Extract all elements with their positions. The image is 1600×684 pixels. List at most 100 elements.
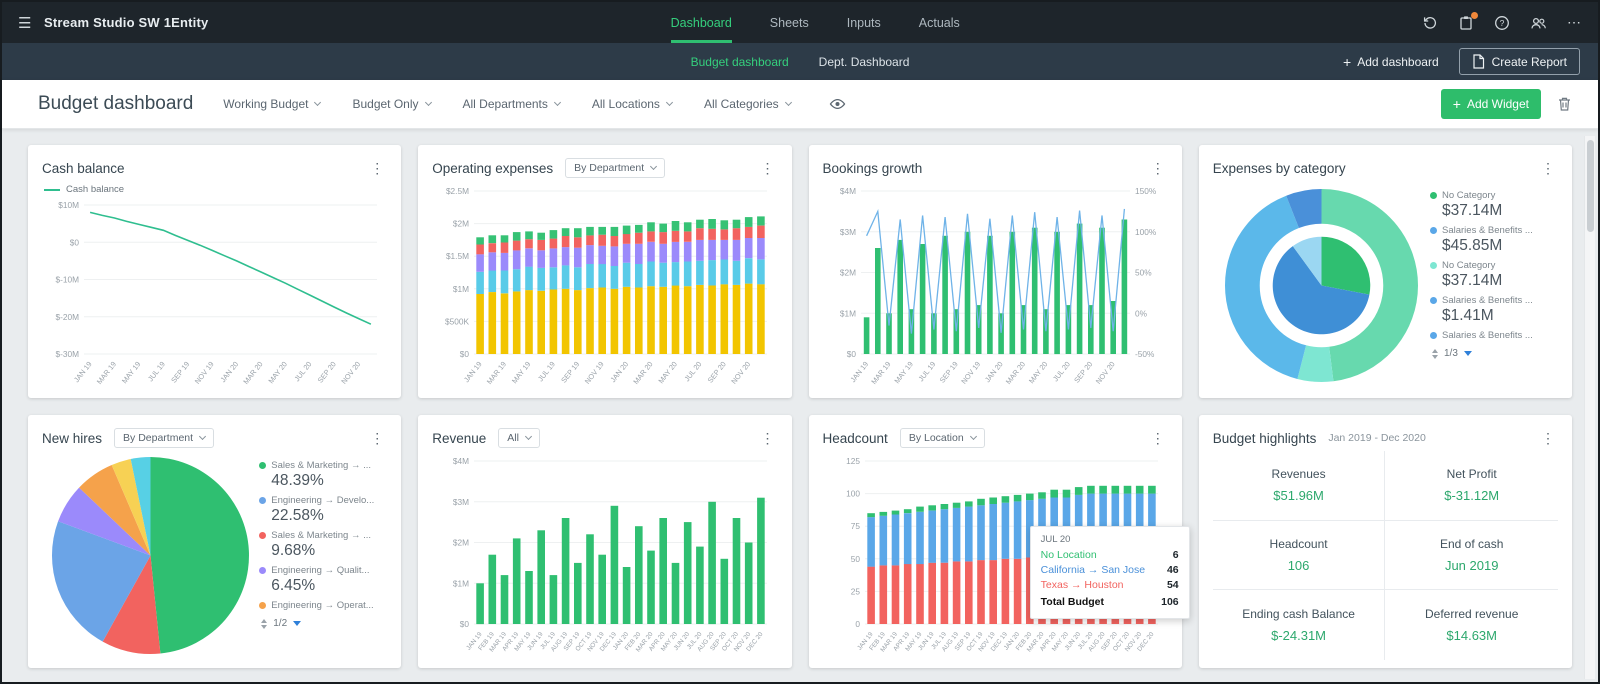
svg-text:$3M: $3M [839,227,855,237]
svg-text:MAR 20: MAR 20 [632,360,655,386]
filter-version[interactable]: Working Budget [223,97,322,111]
metric-value: Jun 2019 [1444,557,1499,573]
metric-label: Revenues [1271,467,1326,482]
notifications-icon[interactable] [1458,11,1478,31]
legend-item[interactable]: Engineering → Develo... 22.58% [259,490,387,525]
bookings-growth-combo-chart[interactable]: $4M $3M $2M $1M $0 150% 100% 50% 0% -50% JAN 19 MAR… [823,181,1168,390]
svg-text:?: ? [1500,18,1505,28]
svg-text:SEP 20: SEP 20 [1072,360,1094,385]
expenses-donut-chart[interactable] [1213,181,1430,390]
filter-label: Working Budget [223,97,309,111]
widget-expenses-by-category: Expenses by category ⋮ No Category $37.1… [1198,145,1572,398]
widget-header: Bookings growth ⋮ [823,155,1168,181]
filter-budget-only[interactable]: Budget Only [352,97,432,111]
kebab-menu-icon[interactable]: ⋮ [760,429,775,446]
menu-icon[interactable]: ☰ [18,14,32,32]
dimension-select[interactable]: By Location [899,428,985,448]
trash-icon[interactable] [1557,96,1572,112]
svg-text:JAN 20: JAN 20 [218,360,240,384]
add-dashboard-button[interactable]: + Add dashboard [1343,55,1439,69]
filter-label: Budget Only [352,97,419,111]
dimension-select[interactable]: All [498,428,540,448]
svg-text:25: 25 [850,586,860,596]
legend-dot [1430,262,1437,269]
legend-item[interactable]: Salaries & Benefits ... $45.85M [1430,220,1558,255]
kebab-menu-icon[interactable]: ⋮ [1541,429,1555,446]
svg-text:JUL 20: JUL 20 [1050,360,1071,384]
kebab-menu-icon[interactable]: ⋮ [370,429,385,446]
dimension-select[interactable]: By Department [114,428,215,448]
widget-title: New hires [42,430,103,446]
legend-item[interactable]: Sales & Marketing → ... 48.39% [259,455,387,490]
new-hires-pie-chart[interactable] [42,451,259,660]
visibility-eye-icon[interactable] [829,96,846,112]
svg-text:$2M: $2M [839,268,855,278]
legend-label: Salaries & Benefits ... [1442,295,1533,306]
legend-pager[interactable]: 1/2 [259,618,387,629]
legend-item[interactable]: Salaries & Benefits ... $1.41M [1430,290,1558,325]
legend-dot [1430,297,1437,304]
svg-text:JUL 19: JUL 19 [916,360,937,384]
metric-label: Net Profit [1446,467,1497,482]
more-menu-icon[interactable]: ⋯ [1567,14,1582,30]
kebab-menu-icon[interactable]: ⋮ [1150,159,1165,176]
metric-label: Headcount [1269,536,1328,551]
filter-categories[interactable]: All Categories [704,97,792,111]
widget-revenue: Revenue All ⋮ $4M $3M $2M $1M $0 JAN 19 FEB 19… [418,415,792,668]
create-report-button[interactable]: Create Report [1458,48,1580,75]
metric-value: $14.63M [1446,628,1497,644]
tab-actuals[interactable]: Actuals [918,15,960,30]
tooltip-total-row: Total Budget 106 [1041,596,1179,608]
dimension-select[interactable]: By Department [565,158,666,178]
legend-pager[interactable]: 1/3 [1430,348,1558,359]
metric-net-profit: Net Profit $-31.12M [1385,451,1558,521]
filter-locations[interactable]: All Locations [592,97,673,111]
svg-text:NOV 19: NOV 19 [193,360,216,386]
tab-inputs[interactable]: Inputs [846,15,881,30]
filter-departments[interactable]: All Departments [463,97,561,111]
tooltip-label: No Location [1040,549,1097,562]
legend-item[interactable]: Engineering → Qualit... 6.45% [259,560,387,595]
widget-title: Operating expenses [432,160,554,176]
help-icon[interactable]: ? [1494,15,1510,31]
legend-label: Salaries & Benefits ... [1442,330,1533,341]
widget-header: New hires By Department ⋮ [42,425,387,451]
chevron-down-icon [665,98,673,107]
kebab-menu-icon[interactable]: ⋮ [1541,159,1555,176]
tooltip-value: 54 [1166,579,1179,592]
tab-dashboard[interactable]: Dashboard [670,2,732,43]
svg-text:$4M: $4M [839,186,855,196]
pager-down-icon [1463,351,1472,356]
tooltip-row: No Location 6 [1041,549,1179,561]
svg-text:JAN 19: JAN 19 [72,360,94,384]
history-icon[interactable] [1422,15,1438,31]
widget-title: Cash balance [42,160,125,176]
kebab-menu-icon[interactable]: ⋮ [370,159,385,176]
tab-budget-dashboard[interactable]: Budget dashboard [690,54,789,69]
tab-sheets[interactable]: Sheets [769,15,809,30]
users-icon[interactable] [1530,15,1547,31]
svg-text:MAR 20: MAR 20 [241,360,264,386]
chart-legend: No Category $37.14M Salaries & Benefits … [1430,181,1558,390]
revenue-bar-chart[interactable]: $4M $3M $2M $1M $0 JAN 19 FEB 19 MAR 19 APR 19 MA… [432,451,777,660]
svg-text:JAN 20: JAN 20 [982,360,1004,384]
kebab-menu-icon[interactable]: ⋮ [760,159,775,176]
kebab-menu-icon[interactable]: ⋮ [1150,429,1165,446]
cash-balance-line-chart[interactable]: $10M $0 $-10M $-20M $-30M JAN 19 MAR 19 MAY 19 J… [42,195,387,390]
widget-title: Budget highlights [1212,430,1317,446]
pager-down-icon [293,621,302,626]
sort-icon [261,618,268,629]
legend-value: $1.41M [1442,307,1494,324]
legend-item[interactable]: No Category $37.14M [1430,185,1558,220]
legend-item[interactable]: Engineering → Operat... [259,595,387,611]
legend-item[interactable]: Salaries & Benefits ... [1430,325,1558,341]
widget-header: Revenue All ⋮ [432,425,777,451]
add-widget-button[interactable]: + Add Widget [1440,89,1541,119]
scrollbar-track[interactable] [1584,136,1595,679]
legend-item[interactable]: No Category $37.14M [1430,255,1558,290]
legend-item[interactable]: Sales & Marketing → ... 9.68% [259,525,387,560]
tab-dept-dashboard[interactable]: Dept. Dashboard [818,54,910,69]
operating-expenses-stacked-bar-chart[interactable]: $2.5M $2M $1.5M $1M $500K $0 JAN 19 MAR 19 MAY 1… [432,181,777,390]
legend-dot [259,532,267,539]
scrollbar-thumb[interactable] [1587,140,1594,232]
